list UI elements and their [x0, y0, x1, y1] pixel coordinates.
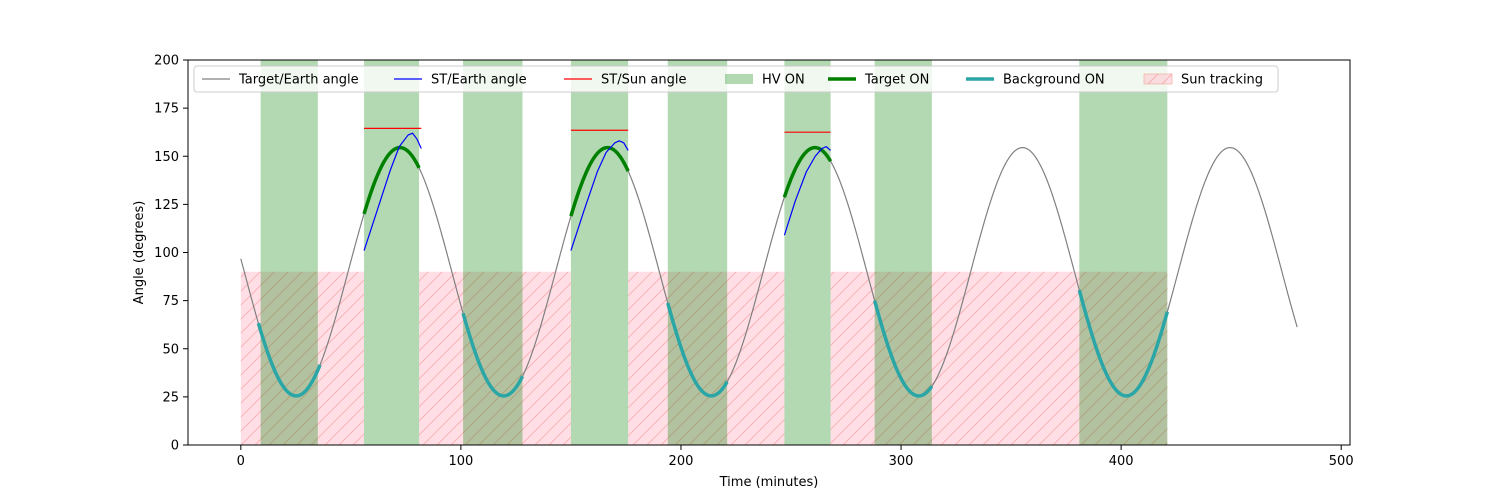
legend: Target/Earth angle ST/Earth angle ST/Sun a… — [193, 65, 1279, 93]
sun-tracking-hatch — [830, 271, 1080, 445]
sun-tracking-hatch — [419, 271, 571, 445]
legend-item-sun-tracking: Sun tracking — [1143, 73, 1263, 88]
legend-label: Target ON — [864, 73, 929, 88]
hv-on-band — [784, 60, 831, 445]
sun-tracking-hatch — [628, 271, 785, 445]
legend-item-st-earth: ST/Earth angle — [394, 73, 527, 88]
legend-label: Background ON — [1003, 73, 1105, 88]
target-on-segment — [569, 145, 630, 217]
legend-box — [193, 65, 1279, 93]
x-tick-label: 400 — [1109, 454, 1134, 469]
y-tick-label: 125 — [154, 198, 179, 213]
legend-label: HV ON — [762, 73, 805, 88]
st-earth-segment — [363, 132, 422, 251]
x-tick-label: 0 — [237, 454, 245, 469]
axes-layer: 0 100 200 300 400 500 0 25 50 75 100 125 150 175 200 — [154, 54, 1353, 470]
sun-tracking-hatch — [240, 271, 365, 445]
target-on-segment — [782, 145, 833, 198]
y-tick-label: 150 — [154, 150, 179, 165]
y-tick-label: 50 — [162, 342, 179, 357]
y-tick-label: 200 — [154, 54, 179, 69]
legend-swatch — [725, 74, 753, 84]
y-axis-label: Angle (degrees) — [132, 201, 147, 305]
background-on-segment — [1077, 289, 1170, 398]
legend-item-background-on: Background ON — [966, 73, 1105, 88]
legend-label: Sun tracking — [1181, 73, 1263, 88]
legend-item-target-on: Target ON — [828, 73, 929, 88]
x-tick-label: 300 — [889, 454, 914, 469]
legend-label: ST/Sun angle — [601, 73, 687, 88]
background-on-segment — [256, 322, 322, 398]
background-on-segment — [666, 302, 729, 398]
hv-on-layer — [260, 60, 1168, 445]
st-earth-segment — [783, 146, 832, 236]
y-tick-label: 0 — [171, 439, 179, 454]
hv-on-band — [1079, 60, 1168, 445]
y-tick-label: 175 — [154, 102, 179, 117]
y-tick-label: 25 — [162, 390, 179, 405]
legend-label: ST/Earth angle — [431, 73, 527, 88]
x-tick-label: 100 — [448, 454, 473, 469]
legend-item-target-earth: Target/Earth angle — [202, 73, 359, 88]
hv-on-band — [667, 60, 728, 445]
y-tick-label: 100 — [154, 246, 179, 261]
legend-item-st-sun: ST/Sun angle — [564, 73, 687, 88]
x-tick-label: 500 — [1329, 454, 1354, 469]
hv-on-band — [874, 60, 932, 445]
x-tick-label: 200 — [669, 454, 694, 469]
target-on-segment — [362, 145, 421, 215]
hv-on-band — [463, 60, 523, 445]
legend-label: Target/Earth angle — [238, 73, 359, 88]
series-lines-layer — [240, 127, 1298, 398]
background-on-segment — [872, 300, 934, 398]
background-on-segment — [461, 312, 525, 398]
st-earth-segment — [570, 140, 629, 251]
legend-swatch-hatch — [1144, 74, 1172, 84]
hv-on-band — [364, 60, 420, 445]
hv-on-band — [260, 60, 318, 445]
sun-tracking-layer — [240, 271, 1168, 445]
x-axis-label: Time (minutes) — [719, 475, 819, 490]
hv-on-band — [570, 60, 629, 445]
y-tick-label: 75 — [162, 294, 179, 309]
legend-item-hv-on: HV ON — [725, 73, 805, 88]
